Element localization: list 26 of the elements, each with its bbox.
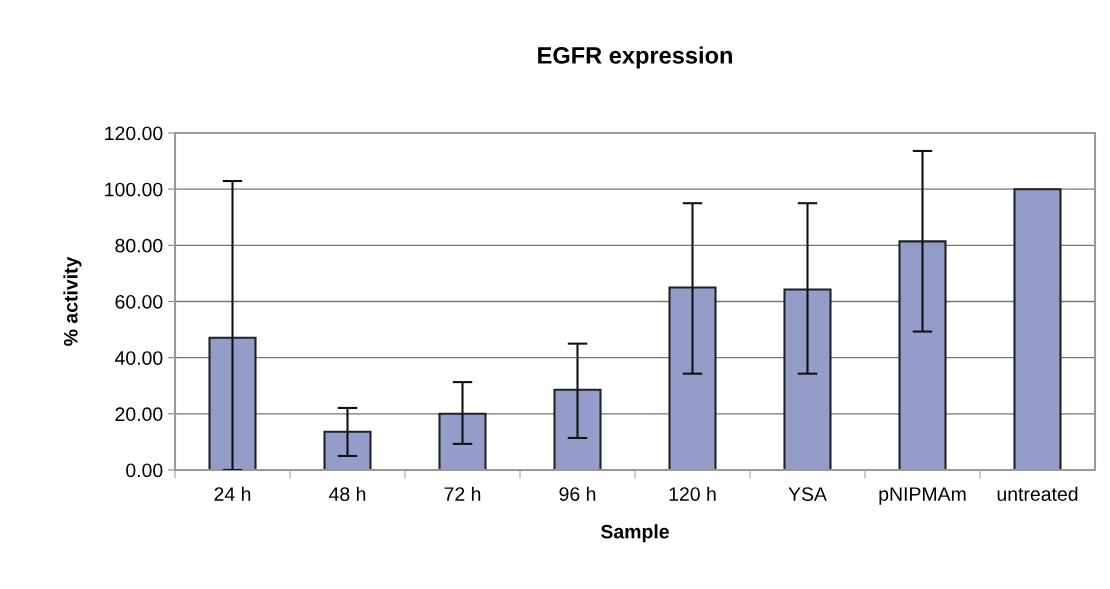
y-tick-label: 80.00 [115, 238, 163, 253]
x-tick-label: untreated [997, 486, 1078, 501]
x-tick-label: 120 h [669, 486, 716, 501]
x-tick-label: YSA [788, 487, 827, 501]
bar [1013, 188, 1062, 470]
x-tick-label: 96 h [559, 486, 596, 501]
x-tick-label: pNIPMAm [879, 487, 966, 505]
y-tick-label: 40.00 [114, 351, 163, 365]
bar [783, 288, 832, 470]
x-tick-label: 24 h [214, 486, 251, 501]
y-tick-label: 100.00 [105, 182, 163, 197]
y-tick-label: 120.00 [105, 126, 163, 141]
y-tick-label: 20.00 [115, 407, 163, 422]
y-axis-title: % activity [63, 256, 82, 346]
x-tick-label: 48 h [329, 486, 366, 501]
y-tick-label: 0.00 [126, 463, 163, 478]
y-tick-label: 60.00 [115, 294, 163, 309]
bar [668, 286, 717, 470]
x-axis-title: Sample [600, 524, 669, 543]
bar [553, 388, 602, 470]
chart-title: EGFR expression [538, 46, 732, 69]
bar [438, 412, 487, 470]
bar [208, 336, 257, 470]
x-tick-label: 72 h [444, 486, 481, 501]
bar [898, 240, 947, 470]
bar [323, 430, 372, 470]
